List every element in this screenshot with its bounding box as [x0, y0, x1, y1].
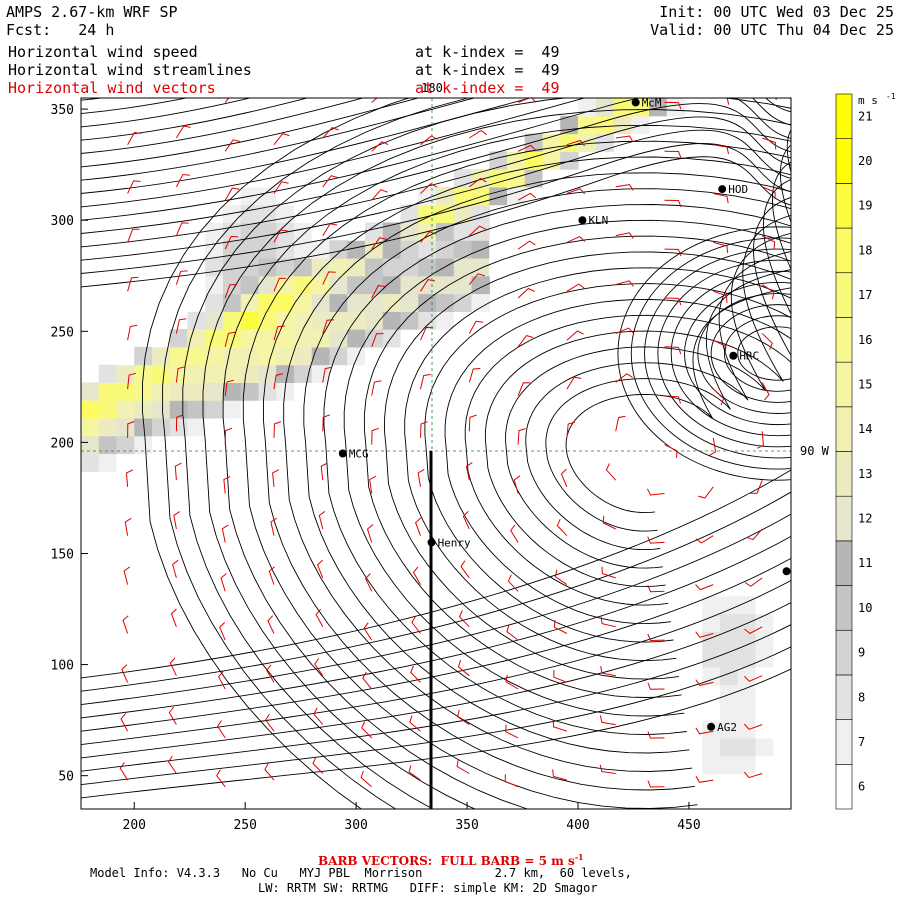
colorbar-swatch [835, 361, 853, 408]
colorbar-swatch [835, 585, 853, 631]
station-label: KLN [588, 214, 608, 227]
model-title: AMPS 2.67-km WRF SP [6, 3, 178, 21]
colorbar-level: 17 [858, 288, 872, 302]
barb-unit-sup: -1 [574, 852, 584, 862]
station-dot [427, 538, 436, 547]
colorbar-unit-sup: -1 [886, 92, 896, 101]
station-label: MCG [349, 448, 369, 461]
x-tick-label: 450 [677, 818, 700, 833]
colorbar-swatch [835, 272, 853, 318]
station-dot [729, 351, 738, 360]
meridian-90w-label: 90 W [800, 444, 830, 458]
station-mcm: McM [631, 96, 662, 109]
y-tick-label: 200 [51, 436, 74, 451]
colorbar-unit: m s [858, 94, 878, 107]
station-dot [718, 185, 727, 194]
station-hod: HOD [718, 183, 748, 196]
y-tick-label: 300 [51, 214, 74, 229]
colorbar-swatch [835, 138, 853, 184]
station-unnamed [782, 567, 791, 576]
y-tick-label: 50 [58, 770, 74, 785]
station-dot [631, 98, 640, 107]
meridian-guides [81, 98, 791, 809]
meridian-180-label: 180 [421, 81, 443, 95]
plot-frame [80, 97, 792, 810]
field-label-wind-speed: Horizontal wind speed [8, 43, 198, 61]
station-label: Henry [438, 536, 471, 549]
x-tick-label: 200 [123, 818, 146, 833]
station-dot [707, 722, 716, 731]
colorbar-level: 20 [858, 154, 872, 168]
field-label-vectors: Horizontal wind vectors [8, 79, 216, 97]
station-ag2: AG2 [707, 721, 737, 734]
colorbar: 6 7 8 9 10 11 12 13 14 15 16 17 18 19 20 21 m s -1 [835, 92, 896, 810]
barb-note: BARB VECTORS: FULL BARB = 5 m s-1 [318, 852, 584, 868]
colorbar-swatch [835, 719, 853, 765]
station-mcg: MCG [338, 448, 369, 461]
colorbar-swatch [835, 93, 853, 139]
colorbar-level: 9 [858, 646, 865, 660]
x-tick-label: 300 [344, 818, 367, 833]
colorbar-level: 13 [858, 467, 872, 481]
station-label: HOD [728, 183, 748, 196]
field-level-streamlines: at k-index = 49 [415, 61, 560, 79]
forecast-hour: Fcst: 24 h [6, 21, 115, 39]
streamlines [81, 98, 791, 809]
colorbar-level: 19 [858, 199, 872, 213]
x-tick-label: 250 [233, 818, 256, 833]
station-hrc: HRC [729, 350, 759, 363]
colorbar-level: 16 [858, 333, 872, 347]
colorbar-level: 18 [858, 243, 872, 257]
colorbar-level: 6 [858, 780, 865, 794]
station-label: AG2 [717, 721, 737, 734]
model-info: Model Info: V4.3.3 No Cu MYJ PBL Morriso… [90, 866, 632, 880]
y-tick-label: 100 [51, 659, 74, 674]
x-tick-label: 400 [566, 818, 589, 833]
valid-time: Valid: 00 UTC Thu 04 Dec 25 [650, 21, 894, 39]
y-tick-label: 150 [51, 547, 74, 562]
station-dot [578, 216, 587, 225]
colorbar-level: 14 [858, 422, 872, 436]
station-dot [338, 449, 347, 458]
wind-barbs [119, 98, 777, 788]
colorbar-swatch [835, 495, 853, 542]
colorbar-level: 10 [858, 601, 872, 615]
colorbar-level: 8 [858, 690, 865, 704]
station-label: McM [642, 96, 662, 109]
x-axis: 200 250 300 350 400 450 [123, 802, 701, 833]
colorbar-level: 21 [858, 109, 872, 123]
colorbar-swatch [835, 629, 853, 676]
x-tick-label: 350 [455, 818, 478, 833]
colorbar-level: 12 [858, 512, 872, 526]
field-level-wind-speed: at k-index = 49 [415, 43, 560, 61]
colorbar-swatch [835, 183, 853, 229]
field-level-vectors: at k-index = 49 [415, 79, 560, 97]
y-tick-label: 350 [51, 103, 74, 118]
field-label-streamlines: Horizontal wind streamlines [8, 61, 252, 79]
wind-speed-shading [81, 98, 791, 792]
station-kln: KLN [578, 214, 608, 227]
station-label: HRC [739, 350, 759, 363]
colorbar-level: 15 [858, 377, 872, 391]
colorbar-swatch [835, 540, 853, 586]
colorbar-swatch [835, 674, 853, 720]
colorbar-swatch [835, 764, 853, 810]
colorbar-swatch [835, 227, 853, 274]
station-dot [782, 567, 791, 576]
colorbar-swatch [835, 406, 853, 452]
station-henry: Henry [427, 536, 471, 549]
station-markers: McM HOD KLN HRC MCG Henry AG2 [338, 96, 791, 734]
colorbar-level: 7 [858, 735, 865, 749]
y-tick-label: 250 [51, 325, 74, 340]
y-axis: 50 100 150 200 250 300 350 [51, 103, 88, 785]
colorbar-swatch [835, 317, 853, 363]
physics-info: LW: RRTM SW: RRTMG DIFF: simple KM: 2D S… [258, 881, 598, 895]
colorbar-swatch [835, 451, 853, 497]
init-time: Init: 00 UTC Wed 03 Dec 25 [659, 3, 894, 21]
colorbar-level: 11 [858, 556, 872, 570]
